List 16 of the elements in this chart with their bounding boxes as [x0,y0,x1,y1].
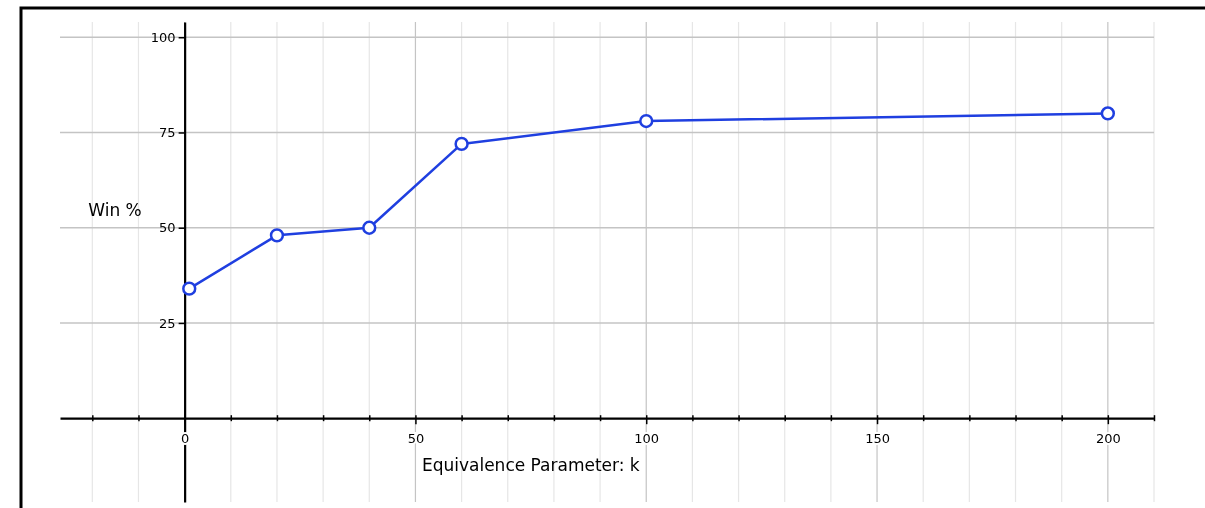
y-tick-label: 50 [159,220,176,236]
y-axis-title: Win % [88,200,142,221]
point [454,136,469,152]
x-tick-label: 200 [1095,431,1121,447]
y-tick-label: 75 [159,125,176,141]
point [362,220,377,235]
x-tick-label: 50 [407,431,425,447]
point [269,228,285,243]
y-tick-label: 25 [159,315,176,331]
point [182,281,197,296]
x-tick-label: 150 [865,431,890,447]
x-axis-title: Equivalence Parameter: k [421,455,640,475]
x-tick-label: 100 [634,431,660,447]
point [1100,106,1116,121]
point [639,113,654,129]
y-tick-label: 100 [150,29,176,45]
